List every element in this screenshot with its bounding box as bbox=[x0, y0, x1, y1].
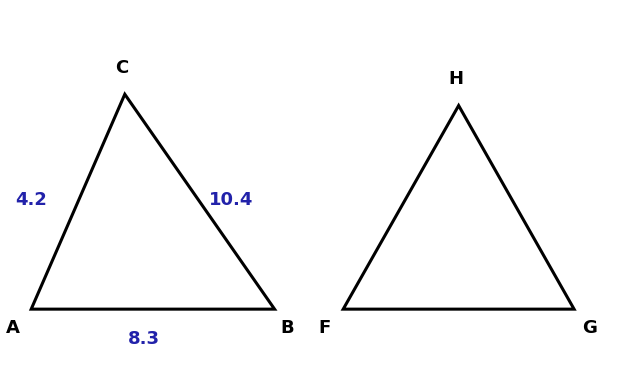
Text: A: A bbox=[6, 319, 19, 337]
Text: B: B bbox=[280, 319, 294, 337]
Text: 10.4: 10.4 bbox=[208, 191, 253, 209]
Text: G: G bbox=[582, 319, 597, 337]
Text: C: C bbox=[115, 59, 129, 77]
Text: 8.3: 8.3 bbox=[127, 330, 160, 348]
Text: 4.2: 4.2 bbox=[15, 191, 47, 209]
Text: H: H bbox=[448, 70, 463, 88]
Text: F: F bbox=[318, 319, 331, 337]
